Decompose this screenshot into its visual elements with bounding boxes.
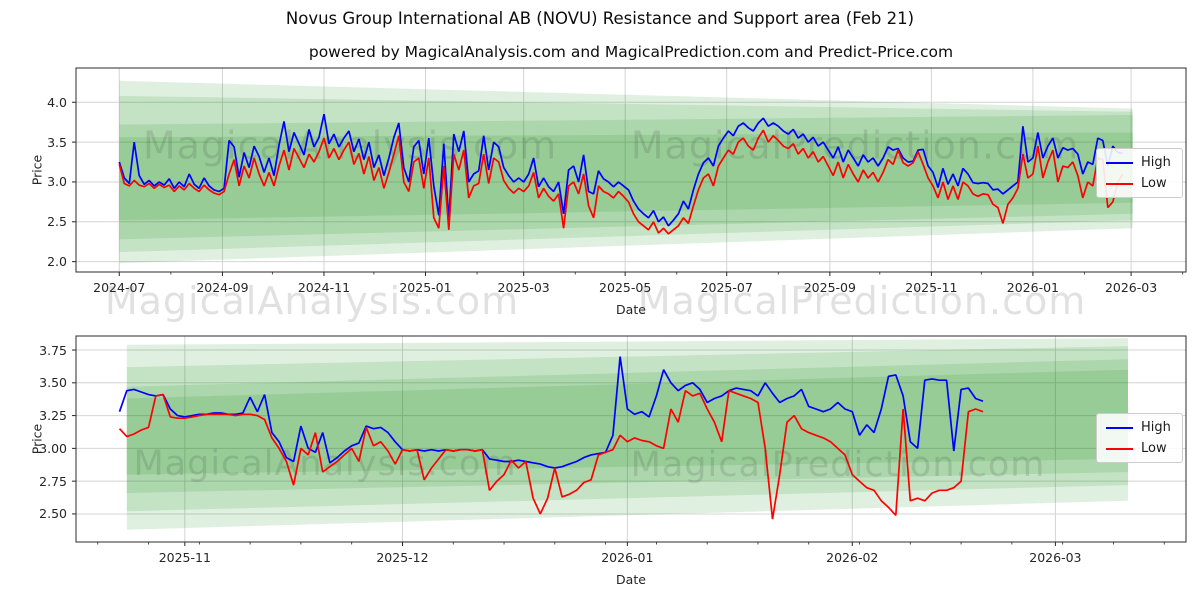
legend-line-high	[1106, 161, 1133, 164]
top-x-tick-label: 2025-07	[700, 280, 753, 295]
chart-subtitle: powered by MagicalAnalysis.com and Magic…	[308, 43, 954, 61]
legend-label: High	[1141, 420, 1171, 435]
bottom-x-tick-label: 2025-11	[158, 550, 211, 565]
top-x-tick-label: 2024-07	[93, 280, 146, 295]
top-x-tick-label: 2025-11	[905, 280, 958, 295]
legend-line-high	[1106, 426, 1133, 429]
top-y-tick-label: 4.0	[47, 94, 67, 110]
top-x-tick-label: 2024-09	[196, 280, 249, 295]
axes-border	[75, 335, 1187, 543]
legend-line-low	[1106, 182, 1133, 185]
support-resistance-band	[126, 359, 1129, 493]
legend-label: High	[1141, 155, 1171, 170]
chart-title: Novus Group International AB (NOVU) Resi…	[285, 9, 915, 28]
support-resistance-band	[119, 132, 1133, 221]
bottom-x-tick-label: 2025-12	[376, 550, 429, 565]
low-line	[118, 389, 984, 520]
top-x-tick-label: 2024-11	[297, 280, 351, 295]
top-legend: High Low	[1096, 148, 1183, 198]
bottom-x-tick-label: 2026-02	[826, 550, 879, 565]
support-resistance-band	[126, 338, 1129, 530]
top-y-tick-label: 2.0	[47, 254, 67, 270]
support-resistance-band	[119, 80, 1133, 264]
high-line	[118, 114, 1123, 227]
support-resistance-band	[126, 369, 1129, 475]
axes-border	[75, 67, 1187, 273]
bottom-y-tick-label: 3.50	[39, 375, 67, 391]
legend-label: Low	[1141, 441, 1167, 456]
top-x-axis-label: Date	[616, 302, 646, 317]
top-x-tick-label: 2026-03	[1104, 280, 1158, 295]
support-resistance-band	[126, 346, 1129, 512]
top-x-tick-label: 2025-03	[497, 280, 550, 295]
bottom-y-tick-label: 2.75	[39, 473, 67, 489]
bottom-x-axis-label: Date	[616, 572, 646, 587]
top-y-tick-label: 2.5	[47, 214, 67, 230]
legend-label: Low	[1141, 176, 1167, 191]
watermark-text: MagicalPrediction.com	[637, 279, 1087, 323]
high-line	[118, 356, 984, 469]
legend-line-low	[1106, 447, 1133, 450]
bottom-legend: High Low	[1096, 413, 1183, 463]
bottom-x-tick-label: 2026-01	[601, 550, 654, 565]
support-resistance-band	[119, 115, 1133, 240]
legend-item-high: High	[1106, 155, 1171, 170]
bottom-x-tick-label: 2026-03	[1029, 550, 1082, 565]
top-x-tick-label: 2025-01	[399, 280, 452, 295]
watermark-text: MagicalPrediction.com	[631, 445, 1046, 485]
bottom-y-tick-label: 3.25	[39, 408, 67, 424]
watermark-text: MagicalAnalysis.com	[104, 279, 520, 323]
top-y-tick-label: 3.0	[47, 174, 67, 190]
top-x-tick-label: 2025-09	[803, 280, 856, 295]
bottom-y-tick-label: 3.75	[39, 342, 67, 358]
legend-item-low: Low	[1106, 441, 1171, 456]
support-resistance-band	[119, 95, 1133, 253]
top-x-tick-label: 2025-05	[599, 280, 652, 295]
legend-item-low: Low	[1106, 176, 1171, 191]
top-y-tick-label: 3.5	[47, 134, 67, 150]
bottom-y-tick-label: 3.00	[39, 440, 67, 456]
bottom-y-tick-label: 2.50	[39, 506, 67, 522]
top-x-tick-label: 2026-01	[1006, 280, 1059, 295]
legend-item-high: High	[1106, 420, 1171, 435]
low-line	[118, 129, 1124, 235]
